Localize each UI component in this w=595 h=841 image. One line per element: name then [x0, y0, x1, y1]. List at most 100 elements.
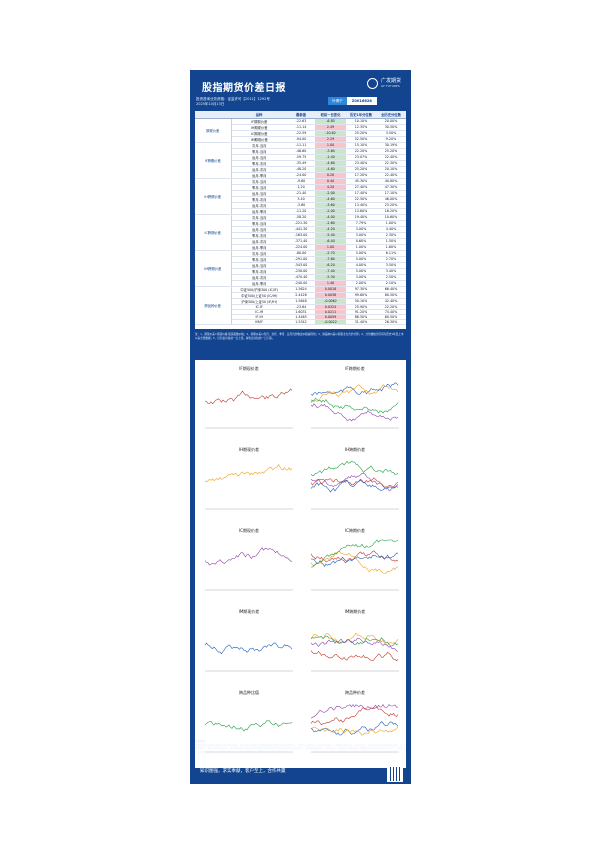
pct-1y: 22.20%	[346, 148, 376, 155]
series-line	[310, 384, 399, 403]
table-row: 季月-次月 -35.49 -4.60 23.40% 22.30%	[195, 160, 406, 167]
chart-title: IM跨期价差	[344, 609, 366, 614]
pct-all: 1.60%	[376, 244, 406, 251]
daily-change: 0.0324	[315, 304, 346, 310]
col-header: 全历史分位数	[376, 111, 406, 119]
row-label: IC-IF	[231, 304, 287, 310]
daily-change: 0.0211	[315, 309, 346, 315]
table-row: 季月-当月 -291.00 -7.60 5.00% 2.70%	[195, 256, 406, 263]
daily-change: 1.00	[315, 142, 346, 149]
group-label: IC跨期价差	[195, 214, 232, 251]
series-line	[310, 539, 399, 568]
daily-change: -6.40	[315, 238, 346, 245]
series-line	[310, 479, 399, 493]
series-line	[310, 635, 399, 647]
table-row: IF跨期价差 次月-当月 -11.11 1.00 15.10% 30.19%	[195, 142, 406, 179]
chart-cell: IF期现价差	[197, 362, 301, 442]
series-line	[310, 473, 399, 491]
table-row: 远月-次月 -3.60 -3.60 13.40% 23.20%	[195, 202, 406, 209]
latest-value: 1.4465	[287, 314, 315, 320]
chart-cell: IC跨期价差	[303, 524, 407, 604]
table-row: IM跨期价差 次月-当月 -80.00 -2.70 5.00% 6.11%	[195, 250, 406, 287]
company-logo: 广发期货 GF FUTURES	[366, 78, 401, 89]
series-line	[204, 547, 293, 566]
row-label: IM/IF	[231, 319, 287, 325]
row-label: 季月-当月	[231, 148, 287, 155]
pct-1y: 52.50%	[346, 136, 376, 143]
pct-1y: 15.10%	[346, 142, 376, 149]
table-row: 季月-当月 -46.60 -3.60 22.20% 25.20%	[195, 148, 406, 155]
pct-1y: 13.60%	[346, 208, 376, 215]
table-row: 远月-当月 -441.30 -4.20 3.00% 4.40%	[195, 226, 406, 233]
pct-all: 30.50%	[376, 124, 406, 131]
pct-all: 22.30%	[376, 160, 406, 167]
pct-1y: 97.30%	[346, 286, 376, 293]
pct-all: 66.40%	[376, 286, 406, 293]
table-row: 远月-当月 -543.00 -6.20 4.00% 3.50%	[195, 262, 406, 269]
pct-all: 20.00%	[376, 118, 406, 125]
chart-cell: IC期现价差	[197, 524, 301, 604]
table-row: IC-IF -23.64 0.0324 25.90% 22.20%	[195, 304, 406, 310]
latest-value: 1.6031	[287, 309, 315, 315]
footer-slogan: 知识图强，求实奉献，客户至上，合作共赢	[200, 769, 286, 774]
pct-all: 30.19%	[376, 142, 406, 149]
row-label: 次月-当月	[231, 142, 287, 149]
latest-value: -21.40	[287, 190, 315, 197]
latest-value: -59.75	[287, 154, 315, 161]
table-row: 季月-当月 -221.30 -2.60 7.79% 1.00%	[195, 220, 406, 227]
daily-change: -1.40	[315, 154, 346, 161]
daily-change: 2.29	[315, 136, 346, 143]
row-label: 季月-当月	[231, 184, 287, 191]
author-id: Z0016628	[346, 97, 377, 105]
pct-1y: 27.40%	[346, 184, 376, 191]
table-row: 季月-次月 3.40 -4.60 22.50% 46.00%	[195, 196, 406, 203]
daily-change: -4.00	[315, 214, 346, 221]
group-label: IM跨期价差	[195, 250, 232, 287]
pct-1y: 23.07%	[346, 154, 376, 161]
chart-plot	[310, 382, 399, 429]
chart-title: IF期现价差	[239, 366, 259, 371]
chart-title: IC期现价差	[239, 528, 259, 533]
col-header: 较前一日变化	[315, 111, 346, 119]
table-header-row: 品种 最新值 较前一日变化 历史1年分位数 全历史分位数	[195, 111, 406, 119]
pct-all: 16.20%	[376, 208, 406, 215]
daily-change: -3.60	[315, 202, 346, 209]
table-row: 远月-次月 -470.40 -5.30 3.00% 2.50%	[195, 274, 406, 281]
latest-value: -543.00	[287, 262, 315, 269]
latest-value: -48.20	[287, 166, 315, 173]
disclaimer: 免责声明 本报告中的信息均来源于已公开的资料，我公司对这些信息的准确性及完整性不…	[195, 740, 406, 754]
pct-all: 6.11%	[376, 250, 406, 257]
chart-title: IH跨期价差	[344, 447, 366, 452]
pct-1y: 17.20%	[346, 172, 376, 179]
daily-change: -2.60	[315, 220, 346, 227]
table-row: IH期现价差 -11.14 2.49 12.35% 30.50%	[195, 124, 406, 131]
pct-1y: 25.20%	[346, 166, 376, 173]
pct-1y: 7.79%	[346, 220, 376, 227]
pct-all: 2.50%	[376, 274, 406, 281]
table-row: 季月-当月 1.20 4.20 27.40% 47.30%	[195, 184, 406, 191]
daily-change: -5.40	[315, 232, 346, 239]
daily-change: -6.20	[315, 262, 346, 269]
pct-1y: 91.20%	[346, 309, 376, 315]
series-line	[310, 704, 399, 719]
table-row: IC期现价差 -22.59 -10.62 25.20% 3.50%	[195, 130, 406, 137]
daily-change: 4.20	[315, 184, 346, 191]
series-line	[310, 477, 399, 488]
chart-plot	[204, 547, 293, 591]
pct-all: 2.70%	[376, 256, 406, 263]
table-row: 远月-季月 -224.00 1.00 1.00% 1.60%	[195, 244, 406, 251]
author-badge: 叶倩宁 Z0016628	[328, 97, 377, 105]
pct-all: 74.40%	[376, 309, 406, 315]
pct-all: 26.30%	[376, 319, 406, 325]
pct-all: 3.40%	[376, 268, 406, 275]
author-name: 叶倩宁	[328, 97, 347, 105]
row-label: 季月-当月	[231, 220, 287, 227]
table-row: 跨品种价差 中证500/沪深300 (IC/IF) 1.5624 0.0018 97.3…	[195, 286, 406, 325]
table-row: IM期现价差 -94.00 2.29 52.50% 9.20%	[195, 136, 406, 143]
row-label: 远月-当月	[231, 190, 287, 197]
latest-value: -163.00	[287, 232, 315, 239]
daily-change: -2.00	[315, 208, 346, 215]
chart-plot	[310, 632, 399, 672]
table-row: IC-IH 1.6031 0.0211 91.20% 74.40%	[195, 309, 406, 315]
chart-cell: IH跨期价差	[303, 443, 407, 523]
